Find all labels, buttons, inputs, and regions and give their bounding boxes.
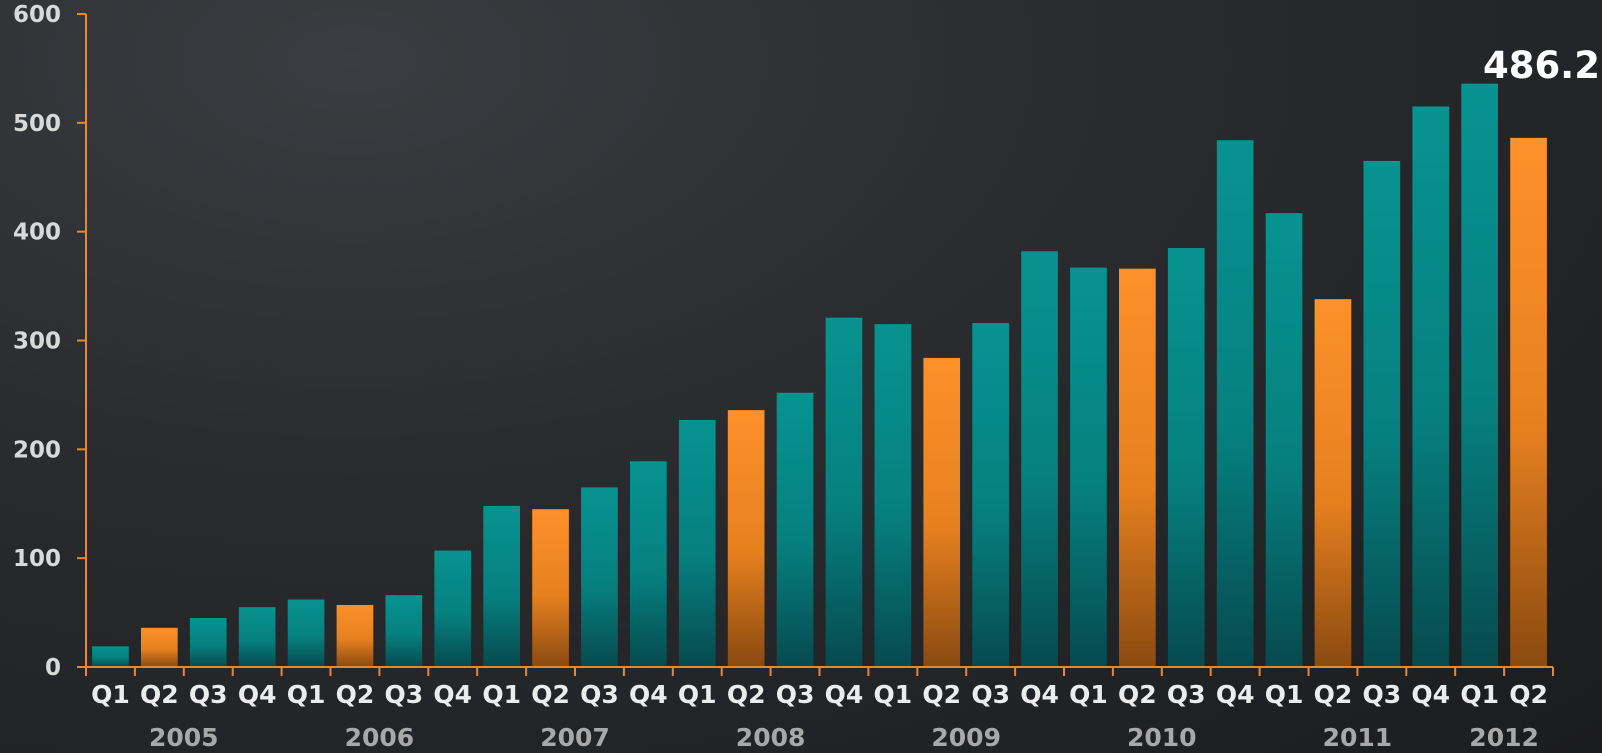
x-tick-label-14: Q3 xyxy=(776,680,815,709)
year-label-2009: 2009 xyxy=(931,723,1001,752)
bar-9 xyxy=(532,509,569,667)
x-tick-label-3: Q4 xyxy=(238,680,277,709)
x-tick-label-9: Q2 xyxy=(531,680,570,709)
x-tick-label-10: Q3 xyxy=(580,680,619,709)
year-label-2010: 2010 xyxy=(1127,723,1197,752)
bars-group xyxy=(92,83,1547,668)
x-tick-label-22: Q3 xyxy=(1167,680,1206,709)
year-label-2012: 2012 xyxy=(1469,723,1539,752)
x-tick-label-6: Q3 xyxy=(385,680,424,709)
bar-13 xyxy=(727,410,765,667)
x-tick-label-23: Q4 xyxy=(1216,680,1255,709)
year-label-2006: 2006 xyxy=(345,723,415,752)
bar-16 xyxy=(874,324,912,667)
bar-14 xyxy=(776,392,814,667)
x-tick-label-7: Q4 xyxy=(433,680,472,709)
y-tick-label-6: 600 xyxy=(13,2,61,28)
x-tick-label-8: Q1 xyxy=(482,680,521,709)
bar-11 xyxy=(630,461,667,667)
x-tick-label-12: Q1 xyxy=(678,680,717,709)
x-tick-label-28: Q1 xyxy=(1460,680,1499,709)
x-tick-label-15: Q4 xyxy=(825,680,864,709)
x-tick-labels: Q1 Q2 Q3 Q4 Q1 Q2 Q3 Q4 Q1 Q2 Q3 Q4 Q1 Q2 Q3 Q4 Q1 Q2 Q3 Q4… xyxy=(91,680,1548,709)
x-tick-label-29: Q2 xyxy=(1509,680,1548,709)
bar-29 xyxy=(1510,137,1547,668)
bar-10 xyxy=(581,487,618,667)
bar-4 xyxy=(287,599,325,667)
bar-6 xyxy=(385,595,423,667)
x-tick-label-19: Q4 xyxy=(1020,680,1059,709)
x-tick-label-4: Q1 xyxy=(287,680,326,709)
x-tick-label-1: Q2 xyxy=(140,680,179,709)
bar-7 xyxy=(434,550,472,667)
x-tick-label-26: Q3 xyxy=(1363,680,1402,709)
bar-8 xyxy=(483,505,520,667)
bar-23 xyxy=(1216,140,1254,667)
bar-2 xyxy=(189,618,227,667)
y-tick-label-0: 0 xyxy=(45,655,61,681)
bar-0 xyxy=(92,646,129,667)
y-tick-label-4: 400 xyxy=(13,220,61,246)
bar-3 xyxy=(238,607,276,667)
bar-26 xyxy=(1363,160,1401,667)
bar-12 xyxy=(678,419,716,667)
x-tick-label-17: Q2 xyxy=(922,680,961,709)
x-tick-label-5: Q2 xyxy=(336,680,375,709)
y-tick-labels: 0 100 200 300 400 500 600 xyxy=(13,2,61,681)
y-tick-label-5: 500 xyxy=(13,111,61,137)
bar-17 xyxy=(923,357,961,667)
data-label-29: 486.2 xyxy=(1483,44,1600,87)
year-label-2007: 2007 xyxy=(540,723,610,752)
bar-24 xyxy=(1265,213,1303,668)
x-tick-label-27: Q4 xyxy=(1411,680,1450,709)
bar-5 xyxy=(336,604,374,667)
x-tick-label-25: Q2 xyxy=(1314,680,1353,709)
x-tick-label-0: Q1 xyxy=(91,680,130,709)
bar-1 xyxy=(141,627,178,667)
axes-group xyxy=(77,13,1554,676)
x-tick-label-24: Q1 xyxy=(1265,680,1304,709)
year-labels: 2005 2006 2007 2008 2009 2010 2011 2012 xyxy=(149,723,1539,752)
year-label-2011: 2011 xyxy=(1323,723,1393,752)
x-tick-label-20: Q1 xyxy=(1069,680,1108,709)
bar-20 xyxy=(1070,267,1107,667)
bar-21 xyxy=(1119,268,1156,667)
y-tick-label-1: 100 xyxy=(13,546,61,572)
y-tick-label-3: 300 xyxy=(13,329,61,355)
year-label-2005: 2005 xyxy=(149,723,219,752)
x-tick-label-13: Q2 xyxy=(727,680,766,709)
bar-25 xyxy=(1314,299,1352,667)
bar-18 xyxy=(972,323,1009,667)
year-label-2008: 2008 xyxy=(736,723,806,752)
x-tick-label-21: Q2 xyxy=(1118,680,1157,709)
y-tick-label-2: 200 xyxy=(13,437,61,463)
bar-27 xyxy=(1412,106,1450,667)
x-tick-label-18: Q3 xyxy=(971,680,1010,709)
bar-22 xyxy=(1167,247,1205,668)
x-tick-label-11: Q4 xyxy=(629,680,668,709)
data-labels: 486.2 xyxy=(1483,44,1600,87)
x-tick-label-16: Q1 xyxy=(874,680,913,709)
bar-15 xyxy=(825,317,863,667)
bar-19 xyxy=(1021,251,1058,667)
bar-28 xyxy=(1461,83,1498,667)
x-tick-label-2: Q3 xyxy=(189,680,228,709)
